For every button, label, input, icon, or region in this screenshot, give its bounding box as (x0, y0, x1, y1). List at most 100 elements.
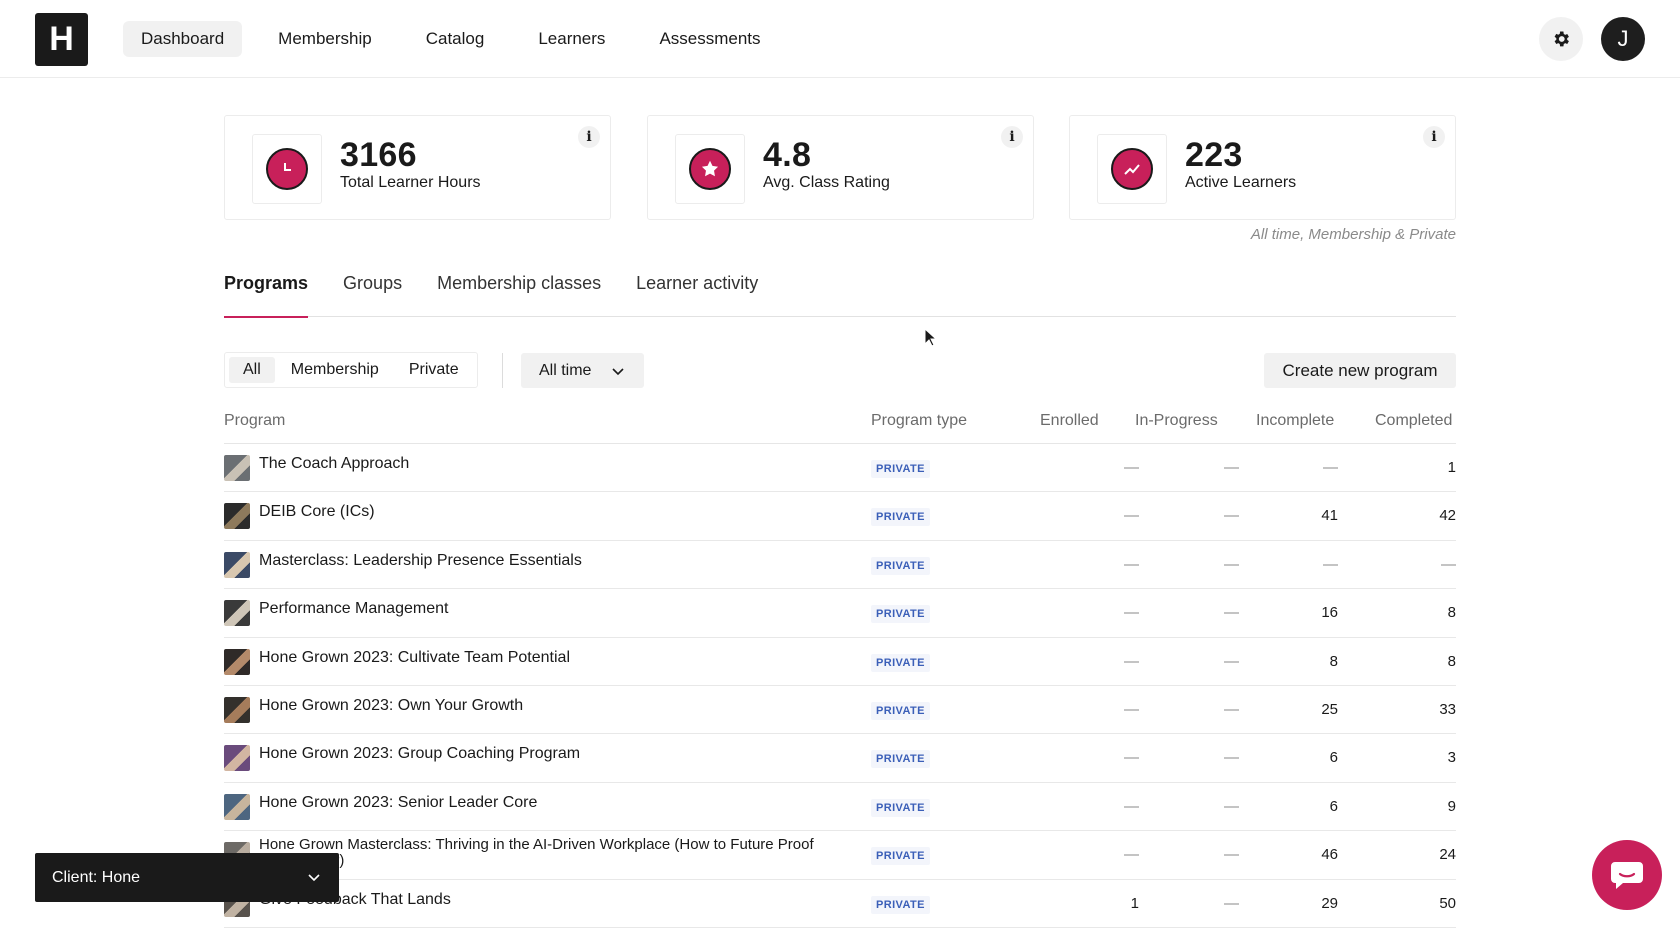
tab-programs[interactable]: Programs (224, 260, 309, 318)
stat-label: Avg. Class Rating (763, 174, 890, 191)
nav-membership[interactable]: Membership (278, 29, 372, 48)
program-type-filter: All Membership Private (224, 352, 478, 388)
col-incomplete[interactable]: Incomplete (1256, 412, 1335, 429)
table-row[interactable]: Hone Grown 2023: Senior Leader Core PRIVA… (224, 783, 1456, 832)
client-label: Client: Hone (52, 868, 141, 886)
cell-completed: 8 (1447, 604, 1456, 622)
cell-incomplete: 41 (1321, 507, 1338, 525)
filter-private[interactable]: Private (408, 361, 459, 378)
cell-in-progress: — (1224, 700, 1239, 718)
cell-in-progress: — (1224, 507, 1239, 525)
program-type-badge: PRIVATE (871, 556, 930, 575)
client-selector[interactable]: Client: Hone (35, 853, 339, 902)
filter-membership[interactable]: Membership (290, 361, 379, 378)
col-program-type[interactable]: Program type (871, 412, 968, 429)
cell-completed: 50 (1439, 894, 1456, 912)
cell-incomplete: 46 (1321, 846, 1338, 864)
table-row[interactable]: The Coach Approach PRIVATE — — — 1 (224, 444, 1456, 493)
col-program[interactable]: Program (224, 412, 286, 429)
main-nav: Dashboard Membership Catalog Learners As… (123, 21, 779, 57)
table-row[interactable]: Hone Grown 2023: Cultivate Team Potentia… (224, 638, 1456, 686)
cell-enrolled: — (1124, 749, 1139, 767)
user-avatar[interactable]: J (1601, 17, 1645, 61)
brand-logo[interactable]: H (35, 13, 88, 66)
table-row[interactable]: Hone Grown 2023: Own Your Growth PRIVATE —… (224, 686, 1456, 735)
cell-completed: 8 (1447, 652, 1456, 670)
cell-enrolled: — (1124, 652, 1139, 670)
table-header: Program Program type Enrolled In-Progres… (224, 400, 1456, 444)
program-type-badge: PRIVATE (871, 750, 930, 769)
program-type-badge: PRIVATE (871, 701, 930, 720)
tab-groups[interactable]: Groups (343, 273, 403, 293)
cell-completed: 24 (1439, 846, 1456, 864)
program-name[interactable]: DEIB Core (ICs) (259, 503, 375, 521)
create-program-button[interactable]: Create new program (1264, 353, 1456, 388)
program-name[interactable]: Masterclass: Leadership Presence Essenti… (259, 551, 582, 569)
cell-incomplete: — (1323, 459, 1338, 476)
cell-enrolled: 1 (1130, 894, 1139, 912)
tab-learner-activity[interactable]: Learner activity (636, 273, 759, 293)
cell-in-progress: — (1224, 555, 1239, 573)
time-range-dropdown[interactable]: All time (521, 353, 644, 388)
tab-membership-classes[interactable]: Membership classes (437, 273, 602, 293)
cell-completed: 9 (1447, 797, 1456, 815)
nav-assessments[interactable]: Assessments (659, 29, 761, 48)
program-name[interactable]: Hone Grown 2023: Cultivate Team Potentia… (259, 648, 570, 666)
settings-button[interactable] (1539, 17, 1583, 61)
table-row[interactable]: DEIB Core (ICs) PRIVATE — — 41 42 (224, 492, 1456, 541)
col-in-progress[interactable]: In-Progress (1135, 412, 1218, 429)
programs-table-body: The Coach Approach PRIVATE — — — 1 DEIB Core (… (224, 444, 1456, 928)
chevron-down-icon (612, 368, 624, 376)
program-thumbnail (224, 745, 250, 772)
program-type-badge: PRIVATE (871, 508, 930, 527)
nav-catalog[interactable]: Catalog (425, 29, 485, 48)
program-type-badge: PRIVATE (871, 847, 930, 866)
stat-card-class-rating: 4.8 Avg. Class Rating i (647, 115, 1034, 220)
table-row[interactable]: Masterclass: Leadership Presence Essenti… (224, 541, 1456, 590)
mouse-cursor-icon (924, 328, 938, 347)
program-name[interactable]: Performance Management (259, 600, 449, 618)
info-icon[interactable]: i (1001, 126, 1023, 148)
info-icon[interactable]: i (578, 126, 600, 148)
stat-icon-box (252, 134, 322, 204)
program-name[interactable]: The Coach Approach (259, 455, 410, 472)
chat-bubble-icon (1611, 862, 1643, 889)
stat-value: 223 (1185, 136, 1243, 174)
col-completed[interactable]: Completed (1375, 412, 1453, 429)
col-enrolled[interactable]: Enrolled (1040, 412, 1099, 429)
stat-value: 4.8 (763, 136, 812, 174)
cell-in-progress: — (1224, 652, 1239, 670)
program-name[interactable]: Hone Grown 2023: Group Coaching Program (259, 745, 581, 763)
nav-dashboard[interactable]: Dashboard (123, 21, 243, 57)
info-icon[interactable]: i (1423, 126, 1445, 148)
cell-incomplete: 29 (1321, 894, 1338, 912)
gear-icon (1554, 31, 1569, 47)
program-name[interactable]: Hone Grown 2023: Senior Leader Core (259, 793, 538, 811)
program-thumbnail (224, 648, 250, 675)
table-row[interactable]: Hone Grown 2023: Group Coaching Program P… (224, 734, 1456, 783)
program-name[interactable]: Hone Grown Masterclass: Thriving in the … (259, 836, 814, 869)
table-row[interactable]: Performance Management PRIVATE — — 16 8 (224, 589, 1456, 638)
program-name[interactable]: Give Feedback That Lands (259, 890, 451, 908)
cell-in-progress: — (1224, 846, 1239, 864)
cell-incomplete: 6 (1329, 797, 1338, 815)
cell-incomplete: 25 (1321, 700, 1338, 718)
cell-enrolled: — (1124, 797, 1139, 815)
stat-label: Total Learner Hours (340, 174, 481, 191)
cell-in-progress: — (1224, 604, 1239, 622)
program-thumbnail (224, 503, 250, 530)
stat-label: Active Learners (1185, 174, 1297, 191)
program-name[interactable]: Hone Grown 2023: Own Your Growth (259, 696, 524, 714)
program-type-badge: PRIVATE (871, 605, 930, 624)
cell-enrolled: — (1124, 459, 1139, 476)
cell-incomplete: 8 (1329, 652, 1338, 670)
program-thumbnail (224, 551, 250, 578)
cell-incomplete: 6 (1329, 749, 1338, 767)
chat-button[interactable] (1592, 840, 1662, 910)
table-row[interactable]: Hone Grown Masterclass: Thriving in the … (224, 831, 1456, 880)
nav-learners[interactable]: Learners (538, 29, 606, 48)
table-row[interactable]: Give Feedback That Lands PRIVATE 1 — 29 50 (224, 880, 1456, 928)
program-type-badge: PRIVATE (871, 653, 930, 672)
cell-completed: — (1441, 555, 1456, 573)
filter-all[interactable]: All (229, 357, 275, 383)
